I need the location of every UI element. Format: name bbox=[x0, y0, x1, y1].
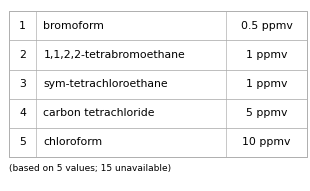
Text: chloroform: chloroform bbox=[43, 137, 103, 147]
Text: 10 ppmv: 10 ppmv bbox=[242, 137, 291, 147]
Bar bbox=[9, 40, 307, 70]
Text: 1 ppmv: 1 ppmv bbox=[246, 50, 287, 60]
Text: carbon tetrachloride: carbon tetrachloride bbox=[43, 108, 155, 118]
Bar bbox=[9, 99, 307, 128]
Text: 5 ppmv: 5 ppmv bbox=[246, 108, 287, 118]
Text: (based on 5 values; 15 unavailable): (based on 5 values; 15 unavailable) bbox=[9, 164, 171, 173]
Bar bbox=[9, 11, 307, 40]
Text: sym-tetrachloroethane: sym-tetrachloroethane bbox=[43, 79, 168, 89]
Text: 5: 5 bbox=[19, 137, 26, 147]
Text: 4: 4 bbox=[19, 108, 26, 118]
Text: 3: 3 bbox=[19, 79, 26, 89]
Text: 1 ppmv: 1 ppmv bbox=[246, 79, 287, 89]
Text: bromoform: bromoform bbox=[43, 21, 104, 31]
Text: 1: 1 bbox=[19, 21, 26, 31]
Bar bbox=[9, 11, 307, 157]
Text: 2: 2 bbox=[19, 50, 26, 60]
Text: 1,1,2,2-tetrabromoethane: 1,1,2,2-tetrabromoethane bbox=[43, 50, 185, 60]
Bar bbox=[9, 128, 307, 157]
Bar bbox=[9, 70, 307, 99]
Text: 0.5 ppmv: 0.5 ppmv bbox=[241, 21, 292, 31]
